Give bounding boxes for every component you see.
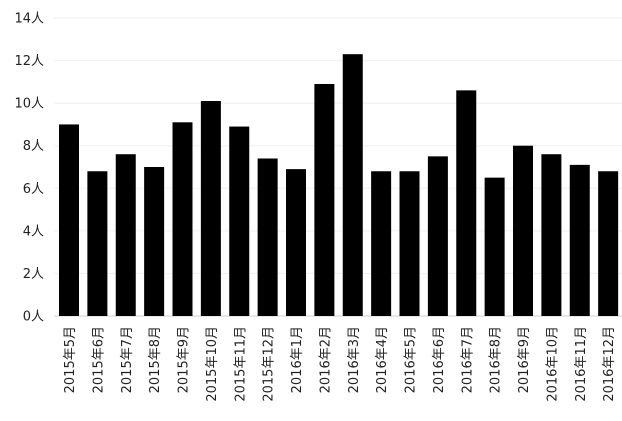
x-axis-tick-labels: 2015年5月 2015年6月 2015年7月 2015年8月 2015年9月 2015年…	[63, 326, 617, 402]
grid-lines	[54, 17, 622, 317]
bar-13	[399, 171, 420, 316]
y-tick-label: 10人	[14, 97, 44, 112]
x-tick-label: 2016年8月	[489, 326, 504, 393]
y-tick-label: 6人	[23, 182, 44, 197]
bars	[59, 54, 619, 317]
bar-20	[598, 171, 619, 316]
x-tick-label: 2015年11月	[233, 326, 248, 402]
bar-6	[200, 101, 221, 316]
x-tick-label: 2016年12月	[602, 326, 617, 402]
bar-17	[513, 145, 534, 316]
bar-18	[541, 154, 562, 316]
bar-15	[456, 90, 477, 317]
bar-3	[115, 154, 136, 316]
x-tick-label: 2015年10月	[205, 326, 220, 402]
bar-19	[569, 164, 590, 316]
x-tick-label: 2016年2月	[318, 326, 333, 393]
y-tick-label: 8人	[23, 139, 44, 154]
y-tick-label: 14人	[14, 12, 44, 27]
x-tick-label: 2015年9月	[177, 326, 192, 393]
bar-12	[371, 171, 392, 316]
x-tick-label: 2016年7月	[460, 326, 475, 393]
y-tick-label: 4人	[23, 224, 44, 239]
x-tick-label: 2016年9月	[517, 326, 532, 393]
y-tick-label: 0人	[23, 310, 44, 325]
x-tick-label: 2016年1月	[290, 326, 305, 393]
x-tick-label: 2016年6月	[432, 326, 447, 393]
y-tick-label: 2人	[23, 267, 44, 282]
bar-14	[427, 156, 448, 316]
x-tick-label: 2016年4月	[375, 326, 390, 393]
x-tick-label: 2015年8月	[148, 326, 163, 393]
bar-8	[257, 158, 278, 316]
x-tick-label: 2016年3月	[347, 326, 362, 393]
x-tick-label: 2016年11月	[574, 326, 589, 402]
bar-5	[172, 122, 193, 316]
x-tick-label: 2016年10月	[545, 326, 560, 402]
y-tick-label: 12人	[14, 54, 44, 69]
bar-4	[144, 167, 165, 316]
x-tick-label: 2015年5月	[63, 326, 78, 393]
y-axis-tick-labels: 0人 2人 4人 6人 8人 10人 12人 14人	[14, 12, 44, 325]
bar-10	[314, 83, 335, 317]
bar-9	[286, 169, 307, 316]
bar-11	[342, 54, 363, 316]
bar-1	[59, 124, 79, 317]
x-tick-label: 2015年12月	[262, 326, 277, 402]
x-tick-label: 2015年6月	[91, 326, 106, 393]
x-tick-label: 2016年5月	[404, 326, 419, 393]
x-tick-label: 2015年7月	[120, 326, 135, 393]
bar-7	[229, 126, 250, 316]
bar-16	[484, 177, 505, 316]
bar-2	[87, 171, 108, 316]
